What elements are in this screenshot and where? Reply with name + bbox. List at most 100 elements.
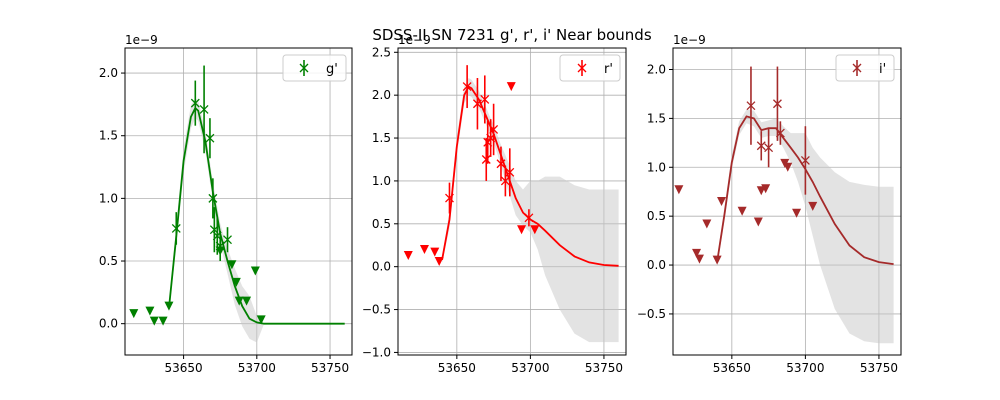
detection-marker-r-7 <box>489 125 499 134</box>
y-tick-label-r-4: 1.0 <box>372 174 391 188</box>
figure-suptitle: SDSS-II SN 7231 g', r', i' Near bounds <box>372 26 651 44</box>
upper-limit-marker-g-7 <box>231 277 241 287</box>
detection-marker-r-11-stroke-b <box>524 213 534 223</box>
upper-limit-marker-i-5 <box>717 197 727 206</box>
detection-marker-r-11 <box>524 213 534 223</box>
x-tick-label-r-0: 53650 <box>438 361 476 375</box>
upper-limit-marker-r-5 <box>517 225 527 235</box>
y-tick-label-g-4: 2.0 <box>99 66 118 80</box>
y-tick-label-i-2: 0.5 <box>647 209 666 223</box>
x-tick-label-i-1: 53700 <box>786 361 824 375</box>
legend-r: r' <box>559 54 621 82</box>
y-tick-label-r-3: 0.5 <box>372 217 391 231</box>
detection-marker-r-0 <box>445 193 454 203</box>
upper-limit-marker-g-4 <box>164 301 174 311</box>
detection-marker-i-4 <box>775 128 785 138</box>
detection-marker-i-2-stroke-b <box>764 143 774 153</box>
ticks-r: 53650 53700 53750 −1.0 −0.5 0.0 0.5 1.0 1.5 2.0 2.… <box>362 45 623 375</box>
upper-limit-marker-g-9 <box>242 296 252 306</box>
detection-marker-g-3 <box>205 133 215 143</box>
model-uncertainty-band-r <box>442 78 619 343</box>
points-i <box>674 66 818 265</box>
model-line-r <box>441 85 619 267</box>
model-curve-i <box>716 115 894 265</box>
legend-box-r <box>559 54 621 82</box>
detection-marker-i-1 <box>756 141 766 151</box>
upper-limit-marker-r-1 <box>419 245 429 255</box>
offset-text-g: 1e−9 <box>125 33 158 47</box>
upper-limit-marker-i-7 <box>753 217 763 227</box>
upper-limit-marker-g-11 <box>256 315 266 325</box>
ticks-g: 53650 53700 53750 0.0 0.5 1.0 1.5 2.0 <box>99 66 349 375</box>
upper-limit-marker-i-11 <box>783 162 793 172</box>
model-curve-g <box>168 106 345 325</box>
y-tick-label-i-0: −0.5 <box>637 307 666 321</box>
detection-marker-r-10 <box>505 167 515 177</box>
y-tick-label-r-1: −0.5 <box>362 303 391 317</box>
points-r <box>403 65 540 267</box>
y-tick-label-r-0: −1.0 <box>362 345 391 359</box>
points-g <box>129 65 266 326</box>
y-tick-label-r-2: 0.0 <box>372 260 391 274</box>
legend-cross-r <box>577 63 587 73</box>
detection-marker-r-4 <box>481 155 491 164</box>
x-tick-label-i-0: 53650 <box>713 361 751 375</box>
legend-marker-g <box>299 60 309 76</box>
legend-label-r: r' <box>604 62 613 77</box>
y-tick-label-i-4: 1.5 <box>647 111 666 125</box>
upper-limit-marker-g-6 <box>227 260 237 270</box>
x-tick-label-r-1: 53700 <box>511 361 549 375</box>
detection-marker-i-2 <box>764 143 774 153</box>
upper-limit-marker-i-3 <box>702 219 712 229</box>
ticks-i: 53650 53700 53750 −0.5 0.0 0.5 1.0 1.5 2.0 <box>637 63 898 375</box>
panel-i: 53650 53700 53750−0.50.00.51.01.52.0 1e−9 … <box>637 33 902 375</box>
detection-marker-r-9 <box>500 176 510 186</box>
detection-marker-r-8 <box>496 159 506 169</box>
upper-limit-marker-r-4 <box>506 82 516 92</box>
detection-marker-g-1 <box>190 98 200 108</box>
y-tick-label-g-0: 0.0 <box>99 317 118 331</box>
panel-g: 53650 53700 53750 0.0 0.5 1.0 1.5 2.0 1e−9 g' <box>99 33 353 375</box>
legend-marker-r <box>577 60 587 76</box>
upper-limit-marker-g-8 <box>234 296 244 306</box>
y-tick-label-i-5: 2.0 <box>647 63 666 77</box>
detection-marker-i-0-stroke-b <box>746 101 756 111</box>
axes-frame-g <box>124 47 353 356</box>
y-tick-label-r-7: 2.5 <box>372 45 391 59</box>
model-uncertainty-band-i <box>717 109 894 344</box>
detection-marker-i-3-stroke-b <box>772 99 782 109</box>
legend-label-g: g' <box>326 62 338 77</box>
detection-marker-i-5-stroke-b <box>800 155 810 165</box>
upper-limit-marker-g-2 <box>149 316 159 326</box>
detection-marker-g-1-stroke-b <box>190 98 200 108</box>
panel-r: 53650 53700 53750 −1.0 −0.5 0.0 0.5 1.0 1.5 2.0 2.… <box>362 33 627 375</box>
detection-marker-r-8-stroke-b <box>496 159 506 169</box>
detection-marker-i-1-stroke-b <box>756 141 766 151</box>
detection-marker-r-2-stroke-b <box>472 99 482 109</box>
upper-limit-marker-i-6 <box>737 206 747 216</box>
legend-box-g <box>282 54 347 82</box>
detection-marker-g-7-stroke-b <box>215 241 225 251</box>
x-tick-label-r-2: 53750 <box>585 361 623 375</box>
legend-cross-r-stroke-b <box>577 63 587 73</box>
detection-marker-r-2 <box>472 99 482 109</box>
x-tick-label-g-0: 53650 <box>164 361 202 375</box>
detection-marker-r-4-stroke-b <box>481 155 491 164</box>
upper-limit-marker-r-6 <box>530 225 540 235</box>
upper-limit-marker-i-1 <box>692 248 702 258</box>
detection-marker-r-7-stroke-b <box>489 125 499 134</box>
legend-label-i: i' <box>879 62 886 77</box>
detection-marker-r-0-stroke-b <box>445 193 454 203</box>
detection-marker-r-1 <box>462 82 472 92</box>
detection-marker-g-3-stroke-b <box>205 133 215 143</box>
offset-text-i: 1e−9 <box>673 33 706 47</box>
upper-limit-marker-r-0 <box>403 251 413 261</box>
detection-marker-g-7 <box>215 241 225 251</box>
detection-marker-r-3 <box>480 94 490 104</box>
y-tick-label-g-3: 1.5 <box>99 129 118 143</box>
detection-marker-g-0-stroke-b <box>171 223 181 233</box>
upper-limit-marker-i-13 <box>808 201 818 211</box>
upper-limit-marker-i-0 <box>674 185 684 195</box>
legend-g: g' <box>282 54 347 82</box>
